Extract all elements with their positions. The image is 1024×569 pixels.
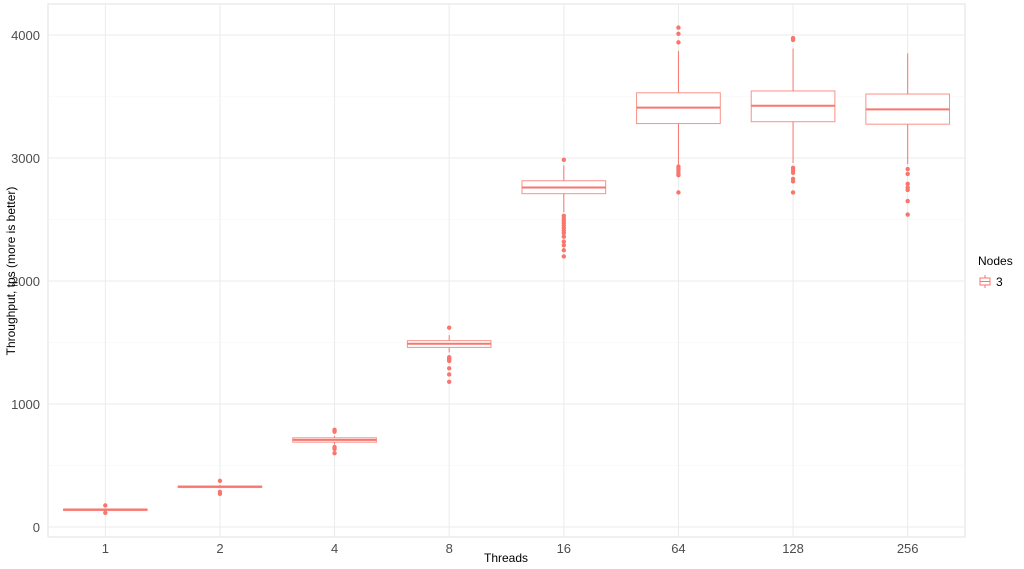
x-tick-label: 2	[216, 541, 223, 556]
box-1	[62, 503, 148, 516]
y-tick-label: 2000	[11, 274, 40, 289]
y-axis-title: Throughput, tps (more is better)	[4, 187, 18, 356]
y-tick-label: 3000	[11, 151, 40, 166]
x-tick-label: 256	[897, 541, 919, 556]
box-2	[177, 478, 263, 496]
box-128	[750, 35, 836, 195]
x-tick-label: 128	[782, 541, 804, 556]
y-tick-label: 4000	[11, 28, 40, 43]
x-axis-title: Threads	[484, 551, 528, 565]
legend: Nodes 3	[978, 254, 1013, 289]
x-tick-label: 1	[102, 541, 109, 556]
y-tick-label: 1000	[11, 397, 40, 412]
x-tick-label: 16	[557, 541, 571, 556]
box-256	[865, 53, 951, 217]
grid-lines	[48, 4, 965, 537]
box-4	[292, 427, 377, 456]
x-axis-ticks: 1 2 4 8 16 64 128 256	[102, 541, 919, 556]
x-tick-label: 8	[446, 541, 453, 556]
x-tick-label: 4	[331, 541, 338, 556]
y-axis-ticks: 0 1000 2000 3000 4000	[11, 28, 40, 535]
box-series	[62, 25, 951, 516]
x-tick-label: 64	[671, 541, 685, 556]
plot-panel	[47, 3, 966, 538]
box-16	[521, 157, 607, 259]
legend-key-box-icon	[979, 275, 991, 288]
legend-title: Nodes	[978, 254, 1013, 268]
box-64	[636, 25, 721, 195]
box-8	[406, 325, 492, 385]
y-tick-label: 0	[33, 520, 40, 535]
legend-label-3: 3	[996, 275, 1003, 289]
